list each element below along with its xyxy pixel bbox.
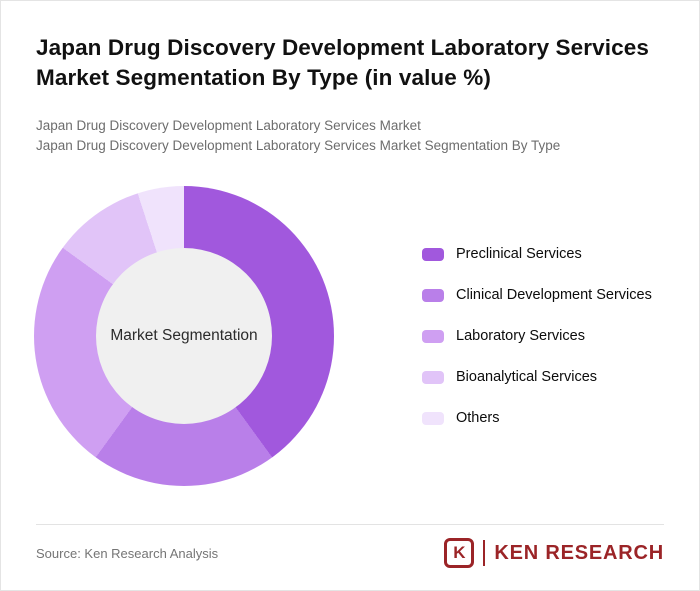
legend-label: Others — [456, 410, 500, 427]
legend-item: Preclinical Services — [422, 246, 652, 262]
donut-chart: Market Segmentation — [34, 186, 334, 487]
legend-item: Clinical Development Services — [422, 287, 652, 303]
legend-swatch — [422, 288, 444, 302]
footer: Source: Ken Research Analysis K KEN RESE… — [36, 524, 664, 568]
chart-area: Market Segmentation Preclinical Services… — [34, 186, 664, 487]
subtitle-block: Japan Drug Discovery Development Laborat… — [36, 116, 664, 157]
legend-label: Preclinical Services — [456, 246, 582, 263]
logo-k-mark: K — [444, 538, 475, 568]
logo-brand-text: KEN RESEARCH — [494, 541, 664, 564]
subtitle-line-1: Japan Drug Discovery Development Laborat… — [36, 117, 421, 133]
donut-center-label: Market Segmentation — [110, 327, 258, 345]
source-text: Source: Ken Research Analysis — [36, 545, 219, 561]
legend-item: Others — [422, 410, 652, 426]
page-title: Japan Drug Discovery Development Laborat… — [36, 35, 649, 91]
legend-label: Bioanalytical Services — [456, 369, 598, 386]
legend-label: Laboratory Services — [456, 328, 585, 345]
legend-swatch — [422, 370, 444, 384]
legend: Preclinical Services Clinical Development… — [422, 246, 652, 426]
ken-research-logo: K KEN RESEARCH — [444, 538, 664, 568]
legend-item: Laboratory Services — [422, 328, 652, 344]
donut-center: Market Segmentation — [96, 248, 272, 425]
legend-label: Clinical Development Services — [456, 287, 652, 304]
legend-swatch — [422, 247, 444, 261]
legend-item: Bioanalytical Services — [422, 369, 652, 385]
legend-swatch — [422, 329, 444, 343]
logo-divider-bar — [483, 540, 486, 566]
legend-swatch — [422, 411, 444, 425]
subtitle-line-2: Japan Drug Discovery Development Laborat… — [36, 138, 561, 153]
